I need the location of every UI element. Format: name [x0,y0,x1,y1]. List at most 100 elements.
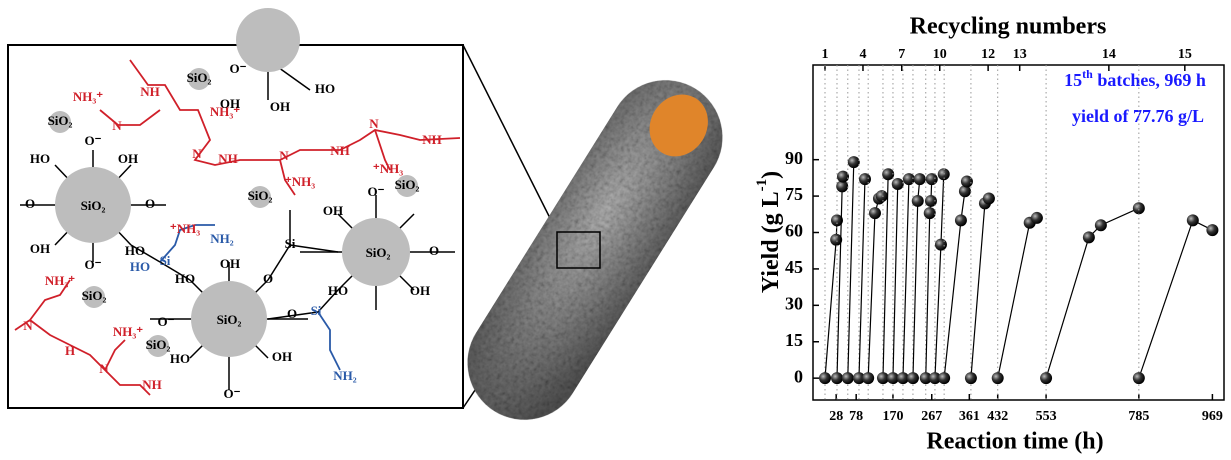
diagram-label: SiO₂ [187,70,212,85]
y-axis-label: Yield (g L-1) [754,171,783,293]
diagram-label: N [23,318,33,333]
data-point [1031,212,1043,224]
diagram-label: O⁻ [230,61,247,76]
top-tick-label: 14 [1102,47,1116,62]
top-tick-label: 10 [933,47,947,62]
data-point [938,372,950,384]
data-point [862,372,874,384]
data-point [965,372,977,384]
diagram-label: N [112,118,122,133]
series-line [883,174,888,378]
x-axis-label: Reaction time (h) [926,429,1103,455]
diagram-label: OH [220,96,240,111]
data-point [837,171,849,183]
y-axis-label-text: Yield (g L [758,191,784,293]
top-tick-label: 15 [1178,47,1192,62]
diagram-label: HO [30,151,50,166]
data-point [819,372,831,384]
diagram-label: SiO₂ [366,245,391,260]
data-point [924,207,936,219]
diagram-label: HO [175,271,195,286]
data-point [983,193,995,205]
diagram-label: SiO₂ [82,288,107,303]
data-point [914,173,926,185]
data-point [926,173,938,185]
diagram-label: N [99,361,109,376]
diagram-label: O [429,243,439,258]
chart-title: Recycling numbers [910,14,1107,40]
nanorod [446,59,744,442]
diagram-label: NH₂ [210,231,234,246]
diagram-label: ⁺NH₃ [373,161,403,176]
diagram-label: N [279,148,289,163]
diagram-label: Si [160,253,171,268]
x-tick-label: 170 [882,409,903,424]
diagram-label: N [369,116,379,131]
data-point [892,178,904,190]
x-tick-label: 361 [959,409,980,424]
diagram-label: Si [285,236,296,251]
annotation: yield of 77.76 g/L [1072,106,1204,126]
data-point [869,207,881,219]
x-tick-label: 969 [1202,409,1223,424]
series-line [1139,220,1213,378]
data-point [1083,231,1095,243]
diagram-label: HO [315,81,335,96]
data-point [859,173,871,185]
diagram-label: OH [118,151,138,166]
diagram-label: OH [410,283,430,298]
x-tick-label: 28 [829,409,843,424]
diagram-label: O⁻ [368,184,385,199]
diagram-label: SiO₂ [217,312,242,327]
x-tick-label: 432 [987,409,1008,424]
diagram-label: NH [330,143,350,158]
diagram-label: ⁺NH₃ [285,174,315,189]
y-tick-label: 30 [785,293,803,313]
data-point [907,372,919,384]
diagram-label: OH [30,241,50,256]
diagram-label: SiO₂ [81,198,106,213]
data-point [1133,202,1145,214]
x-tick-label: 267 [921,409,942,424]
diagram-label: OH [323,203,343,218]
diagram-label: HO [328,283,348,298]
diagram-label: O⁻ [85,257,102,272]
series-line [998,218,1037,378]
y-tick-label: 0 [794,366,803,386]
series-line [971,199,989,379]
diagram-label: NH₂ [333,368,357,383]
diagram-label: OH [220,256,240,271]
data-point [1187,214,1199,226]
data-point [961,176,973,188]
diagram-label: NH [140,84,160,99]
data-point [1040,372,1052,384]
annotation-lead: 15 [1064,70,1082,90]
series-line [893,184,898,378]
x-tick-label: 78 [849,409,863,424]
x-tick-label: 785 [1128,409,1149,424]
diagram-label: HO [130,259,150,274]
data-point [992,372,1004,384]
diagram-label: O [145,196,155,211]
page: {"diagram": {"labels": ["SiO₂", "SiO₂", … [0,0,1231,460]
data-point [882,168,894,180]
diagram-label: HO [125,243,145,258]
series-line [859,179,865,378]
top-tick-label: 13 [1013,47,1027,62]
diagram-label: SiO₂ [395,177,420,192]
zoom-line [463,45,557,232]
y-axis-label-sup: -1 [754,179,770,192]
data-point [935,239,947,251]
diagram-label: O [287,306,297,321]
data-point [842,372,854,384]
diagram-label: O⁻ [158,314,175,329]
series-line [935,174,944,378]
annotation-sup: th [1082,67,1093,81]
diagram-label: O⁻ [224,386,241,401]
y-axis-label-end: ) [758,171,784,179]
diagram-label: HO [170,351,190,366]
figure: SiO₂SiO₂SiO₂SiO₂SiO₂SiO₂SiO₂SiO₂SiO₂NH₃⁺… [0,0,1231,460]
data-point [1206,224,1218,236]
y-tick-label: 45 [785,257,803,277]
diagram-label: Si [311,303,322,318]
